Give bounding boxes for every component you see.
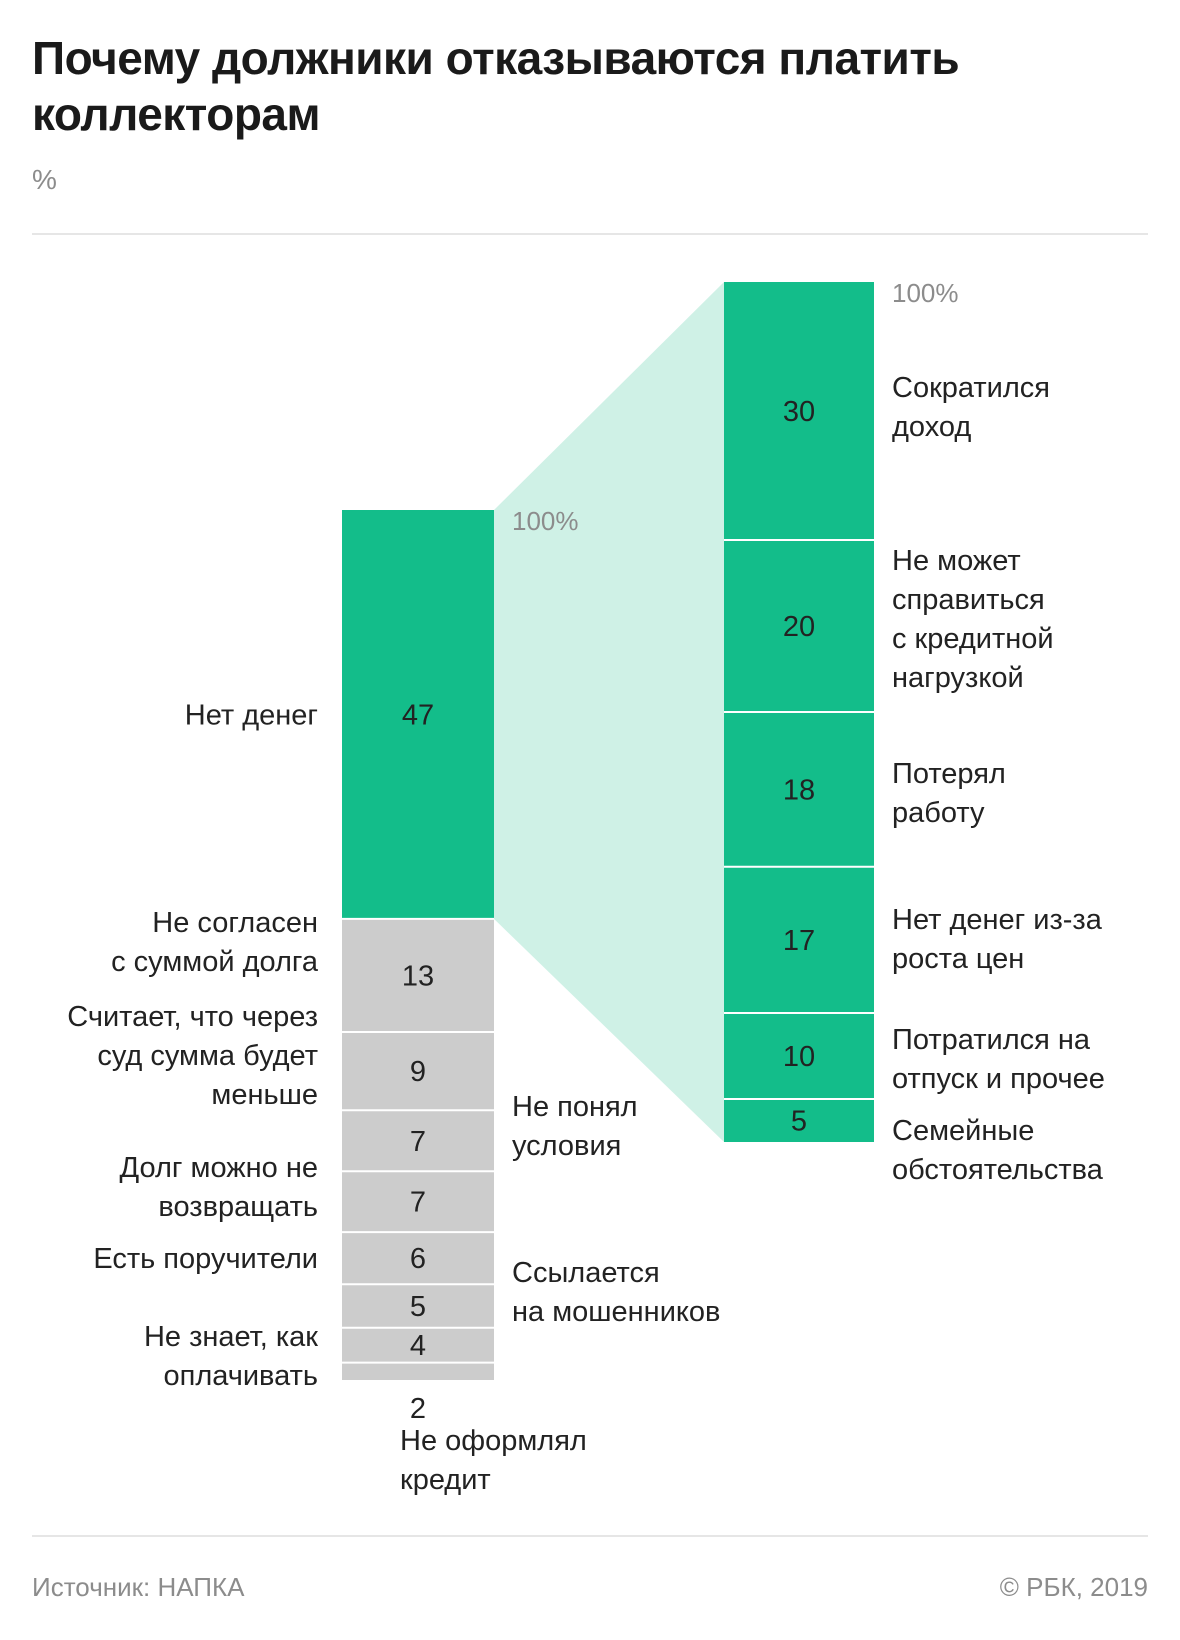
breakdown-category-label: Потерял работу bbox=[892, 758, 1006, 829]
category-label: Ссылается на мошенников bbox=[512, 1257, 720, 1328]
breakdown-value-label: 10 bbox=[783, 1041, 815, 1073]
breakdown-category-label: Не может справиться с кредитной нагрузкой bbox=[892, 545, 1054, 694]
bar-segment bbox=[342, 1110, 494, 1172]
bar-segment bbox=[342, 510, 494, 919]
bar-value-label: 7 bbox=[410, 1187, 426, 1219]
top-divider bbox=[32, 233, 1148, 235]
main-top-label: 100% bbox=[512, 506, 579, 536]
bar-segment bbox=[342, 1284, 494, 1328]
breakdown-value-label: 20 bbox=[783, 611, 815, 643]
breakdown-value-label: 17 bbox=[783, 925, 815, 957]
breakdown-segment bbox=[724, 866, 874, 1013]
breakdown-segment bbox=[724, 1013, 874, 1099]
source-label: Источник: НАПКА bbox=[32, 1572, 245, 1602]
bottom-divider bbox=[32, 1535, 1148, 1537]
category-label: Есть поручители bbox=[93, 1243, 318, 1275]
bar-segment bbox=[342, 1171, 494, 1233]
breakdown-category-label: Сократился доход bbox=[892, 372, 1050, 443]
breakdown-segment bbox=[724, 1099, 874, 1142]
breakdown-category-label: Семейные обстоятельства bbox=[892, 1115, 1104, 1186]
bar-value-label: 7 bbox=[410, 1126, 426, 1158]
connector-area bbox=[494, 282, 724, 1142]
bar-value-label: 2 bbox=[410, 1393, 426, 1425]
bar-value-label: 5 bbox=[410, 1291, 426, 1323]
category-label: Считает, что через суд сумма будет меньше bbox=[67, 1001, 318, 1111]
breakdown-category-label: Нет денег из-за роста цен bbox=[892, 904, 1103, 975]
category-label: Долг можно не возвращать bbox=[120, 1152, 319, 1223]
breakdown-segment bbox=[724, 282, 874, 540]
bar-segment bbox=[342, 918, 494, 1032]
breakdown-value-label: 30 bbox=[783, 396, 815, 428]
copyright-label: © РБК, 2019 bbox=[999, 1572, 1148, 1602]
chart-area: 100% 100% 47 13 9 7 7 6 5 4 2 Нет денег Не согласен с… bbox=[67, 278, 1105, 1496]
breakdown-segment bbox=[724, 712, 874, 867]
breakdown-segment bbox=[724, 540, 874, 712]
bar-segment bbox=[342, 1232, 494, 1285]
bar-value-label: 47 bbox=[402, 699, 434, 731]
bar-segment bbox=[342, 1327, 494, 1363]
breakdown-category-label: Потратился на отпуск и прочее bbox=[892, 1024, 1105, 1095]
unit-label: % bbox=[32, 164, 57, 195]
bar-value-label: 4 bbox=[410, 1330, 426, 1362]
category-label: Не понял условия bbox=[512, 1091, 638, 1162]
category-label: Не согласен с суммой долга bbox=[111, 907, 319, 978]
breakdown-value-label: 18 bbox=[783, 774, 815, 806]
category-label: Нет денег bbox=[185, 699, 318, 731]
bar-value-label: 6 bbox=[410, 1243, 426, 1275]
bar-segment bbox=[342, 1032, 494, 1111]
bar-segment bbox=[342, 1362, 494, 1380]
bar-value-label: 13 bbox=[402, 960, 434, 992]
bar-value-label: 9 bbox=[410, 1056, 426, 1088]
chart-title: Почему должники отказываются платить кол… bbox=[32, 32, 960, 140]
breakdown-top-label: 100% bbox=[892, 278, 959, 308]
category-label: Не знает, как оплачивать bbox=[144, 1321, 318, 1392]
category-label: Не оформлял кредит bbox=[400, 1425, 587, 1496]
breakdown-value-label: 5 bbox=[791, 1106, 807, 1138]
